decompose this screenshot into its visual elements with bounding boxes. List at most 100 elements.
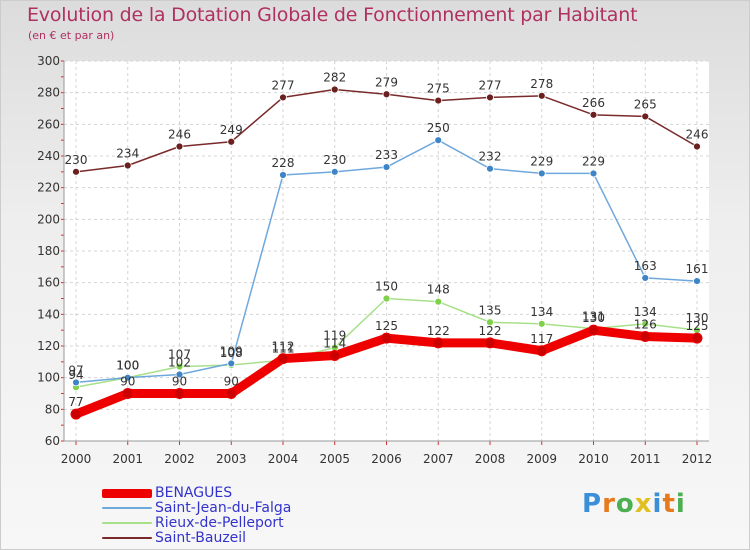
data-point — [277, 353, 289, 365]
data-point — [122, 388, 134, 399]
y-tick-label: 160 — [37, 276, 60, 290]
legend-label: Rieux-de-Pelleport — [155, 515, 284, 531]
data-point — [589, 110, 598, 119]
data-point — [123, 373, 132, 382]
x-tick-label: 2010 — [578, 452, 609, 466]
data-label: 126 — [634, 318, 657, 332]
y-tick-label: 280 — [37, 86, 60, 100]
x-tick-label: 2005 — [319, 452, 350, 466]
legend-label: BENAGUES — [155, 485, 233, 501]
y-tick-label: 300 — [37, 54, 60, 68]
data-point — [123, 161, 132, 170]
data-point — [279, 93, 287, 102]
data-label: 246 — [686, 128, 709, 142]
legend-swatch — [102, 522, 152, 524]
y-tick-label: 140 — [37, 307, 60, 321]
data-label: 135 — [479, 303, 502, 317]
y-tick-label: 60 — [45, 434, 60, 448]
y-tick-label: 120 — [37, 339, 60, 353]
data-label: 117 — [530, 332, 553, 346]
data-label: 100 — [116, 359, 139, 373]
x-tick-label: 2004 — [268, 452, 299, 466]
data-label: 94 — [68, 368, 83, 382]
data-label: 228 — [272, 156, 295, 170]
data-point — [174, 388, 185, 399]
data-label: 250 — [427, 121, 450, 135]
data-label: 134 — [530, 305, 553, 319]
legend-item: BENAGUES — [102, 485, 232, 501]
data-label: 125 — [375, 319, 398, 333]
data-point — [641, 112, 650, 121]
data-point — [486, 93, 494, 102]
data-point — [588, 324, 599, 336]
y-tick-label: 180 — [37, 244, 60, 258]
data-label: 230 — [65, 153, 88, 167]
data-label: 277 — [479, 78, 502, 92]
data-label: 119 — [323, 329, 346, 343]
legend-label: Saint-Jean-du-Falga — [155, 500, 292, 516]
data-label: 266 — [582, 96, 605, 110]
data-label: 230 — [323, 153, 346, 167]
chart-title: Evolution de la Dotation Globale de Fonc… — [27, 4, 638, 26]
data-point — [330, 85, 339, 94]
x-tick-label: 2007 — [423, 452, 454, 466]
data-label: 229 — [530, 154, 553, 168]
y-tick-label: 80 — [45, 402, 60, 416]
x-tick-label: 2009 — [526, 452, 557, 466]
data-label: 107 — [168, 348, 191, 362]
data-point — [537, 319, 546, 328]
data-label: 122 — [479, 324, 502, 338]
data-point — [329, 350, 341, 361]
data-label: 112 — [272, 340, 295, 354]
data-label: 233 — [375, 148, 398, 162]
data-label: 275 — [427, 82, 450, 96]
data-point — [227, 137, 236, 146]
data-label: 278 — [530, 77, 553, 91]
legend-swatch — [102, 488, 152, 498]
data-label: 229 — [582, 154, 605, 168]
data-label: 150 — [375, 280, 398, 294]
data-label: 131 — [582, 310, 605, 324]
legend-item: Rieux-de-Pelleport — [102, 515, 284, 531]
data-point — [639, 331, 651, 342]
data-point — [72, 167, 80, 176]
y-tick-label: 260 — [37, 117, 60, 131]
chart-subtitle: (en € et par an) — [28, 29, 115, 42]
data-label: 97 — [68, 363, 83, 377]
legend-item: Saint-Jean-du-Falga — [102, 500, 291, 516]
data-point — [225, 388, 237, 399]
data-label: 265 — [634, 97, 657, 111]
data-point — [691, 332, 703, 344]
data-label: 130 — [582, 311, 605, 325]
data-point — [537, 91, 546, 100]
data-point — [693, 142, 701, 151]
data-label: 234 — [116, 147, 139, 161]
data-label: 134 — [634, 305, 657, 319]
y-tick-label: 220 — [37, 181, 60, 195]
data-label: 277 — [272, 78, 295, 92]
data-point — [330, 167, 339, 176]
x-tick-label: 2008 — [475, 452, 506, 466]
x-tick-label: 2000 — [61, 452, 92, 466]
data-point — [484, 337, 496, 349]
data-label: 282 — [323, 71, 346, 85]
data-point — [175, 142, 184, 151]
data-point — [589, 169, 598, 178]
y-tick-label: 100 — [37, 371, 60, 385]
data-point — [486, 318, 494, 327]
data-point — [175, 370, 184, 379]
data-point — [536, 345, 548, 357]
data-point — [382, 294, 391, 303]
data-point — [434, 297, 443, 306]
data-point — [382, 163, 391, 171]
data-label: 232 — [479, 150, 502, 164]
x-tick-label: 2012 — [682, 452, 713, 466]
data-label: 102 — [168, 356, 191, 370]
data-label: 114 — [323, 337, 346, 351]
plot-area — [64, 61, 709, 441]
data-point — [486, 164, 494, 173]
data-point — [381, 332, 392, 344]
data-label: 130 — [686, 311, 709, 325]
data-label: 90 — [172, 375, 187, 389]
x-tick-label: 2001 — [112, 452, 143, 466]
